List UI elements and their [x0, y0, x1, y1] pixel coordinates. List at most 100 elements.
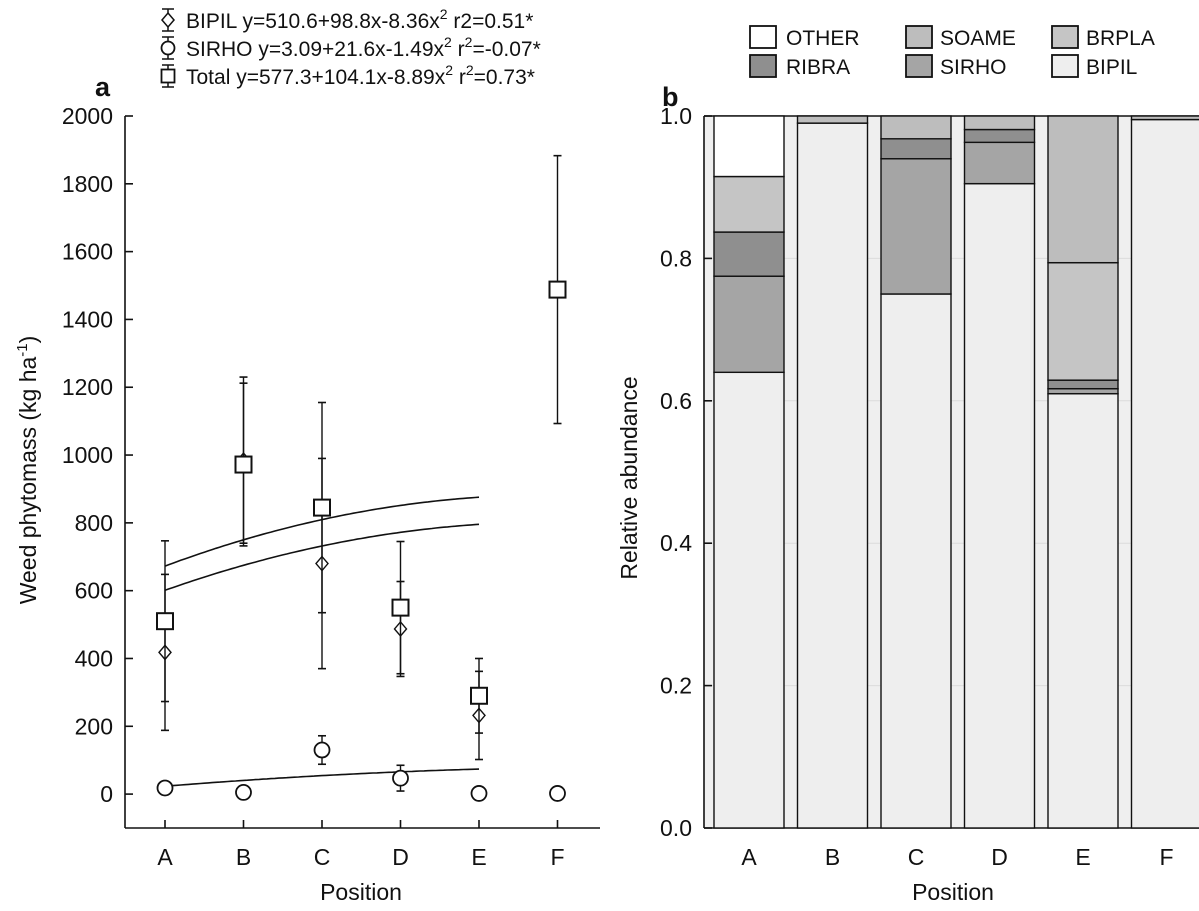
bar-segment-soame: [963, 115, 1036, 131]
bar-segment-bipil: [880, 293, 952, 829]
legend-r-total: r: [459, 66, 466, 89]
legend-eq-sup-total: 2: [445, 62, 453, 78]
legend-entry-brpla: BRPLA: [1051, 25, 1155, 50]
panel-b-x-tick-label: E: [1075, 844, 1090, 870]
panel-a-y-tick-label: 600: [75, 578, 113, 604]
bar-segment-sirho: [963, 141, 1036, 185]
bar-segment-soame: [880, 115, 952, 140]
legend-r2-bipil: r2=0.51*: [453, 10, 533, 33]
panel-b-x-tick-label: A: [741, 844, 757, 870]
legend-r-tail-total: =0.73*: [474, 66, 535, 89]
data-point-total: [391, 598, 410, 617]
panel-a-y-tick-label: 2000: [62, 103, 113, 129]
legend-entry-ribra: RIBRA: [749, 54, 850, 79]
data-point-total: [234, 455, 253, 474]
legend-label-bipil: BIPIL: [186, 10, 237, 33]
panel-b-y-tick-label: 0.6: [660, 388, 692, 414]
panel-a-weed-phytomass-chart: a BIPIL y=510.6+98.8x-8.36x2 r2=0.51*: [14, 6, 600, 905]
panel-b-letter: b: [662, 82, 679, 112]
data-point-sirho: [392, 769, 409, 787]
legend-label-soame: SOAME: [940, 27, 1016, 50]
legend-swatch-sirho: [905, 54, 933, 78]
panel-b-y-tick-label: 0.8: [660, 245, 692, 271]
bar-segment-soame: [796, 115, 869, 124]
bar-segment-ribra: [963, 128, 1036, 144]
panel-a-plot-area: [156, 154, 567, 802]
legend-entry-bipil: BIPIL y=510.6+98.8x-8.36x2 r2=0.51*: [161, 6, 533, 33]
panel-a-y-tick-label: 800: [75, 510, 113, 536]
bar-segment-sirho: [880, 158, 952, 295]
bar-segment-bipil: [796, 122, 869, 829]
bar-segment-sirho: [1047, 387, 1119, 395]
panel-a-x-tick-label: C: [314, 844, 331, 870]
legend-swatch-brpla: [1051, 25, 1079, 49]
legend-eq-total: y=577.3+104.1x-8.89x: [236, 66, 445, 89]
panel-a-x-axis-title: Position: [320, 879, 402, 905]
bar-segment-ribra: [1047, 379, 1119, 390]
panel-a-legend: BIPIL y=510.6+98.8x-8.36x2 r2=0.51* SIRH…: [160, 6, 541, 89]
data-point-total: [313, 498, 331, 517]
panel-b-legend: OTHER SOAME BRPLA RIBRA SIRHO BIPIL: [749, 25, 1155, 79]
legend-eq-bipil: y=510.6+98.8x-8.36x: [242, 10, 440, 33]
panel-a-y-tick-label: 0: [100, 781, 113, 807]
panel-a-x-tick-label: F: [550, 844, 564, 870]
bar-segment-brpla: [1047, 261, 1119, 381]
svg-text:BIPIL y=510.6+98.8x-8.36x2 r2=: BIPIL y=510.6+98.8x-8.36x2 r2=0.51*: [186, 6, 533, 33]
panel-b-y-axis-title: Relative abundance: [616, 376, 642, 579]
legend-label-sirho-b: SIRHO: [940, 56, 1007, 79]
bar-segment-bipil: [1047, 392, 1119, 829]
panel-a-y-tick-label: 1800: [62, 171, 113, 197]
data-point-sirho: [313, 741, 331, 759]
data-point-total: [548, 280, 567, 299]
panel-b-x-tick-label: F: [1159, 844, 1173, 870]
panel-b-y-tick-label: 1.0: [660, 103, 692, 129]
fit-curve-sirho: [164, 768, 480, 787]
bar-segment-bipil: [963, 182, 1036, 829]
data-point-sirho: [470, 785, 488, 802]
bar-segment-soame: [1047, 115, 1119, 264]
bar-segment-bipil: [1130, 118, 1199, 829]
legend-entry-other: OTHER: [749, 25, 860, 50]
legend-label-sirho: SIRHO: [186, 38, 253, 61]
data-point-sirho: [156, 779, 174, 797]
panel-a-y-tick-label: 1200: [62, 374, 113, 400]
bar-segment-other: [713, 115, 785, 178]
panel-a-x-tick-label: D: [392, 844, 409, 870]
legend-label-other: OTHER: [786, 27, 860, 50]
panel-a-y-tick-label: 400: [75, 645, 113, 671]
legend-marker-sirho-icon: [160, 36, 176, 60]
panel-a-axes: 0 200 400 600 800 1000 1200 1400 1600 1800 2000 A B C…: [62, 103, 600, 870]
data-point-sirho: [235, 784, 252, 801]
bar-segment-ribra: [880, 138, 952, 160]
panel-b-relative-abundance-chart: b OTHER SOAME BRPLA RIBRA SIRHO: [616, 25, 1199, 905]
legend-entry-total: Total y=577.3+104.1x-8.89x2 r2=0.73*: [160, 62, 535, 89]
panel-b-y-tick-label: 0.4: [660, 530, 692, 556]
svg-text:Total y=577.3+104.1x-8.89x2 r: Total y=577.3+104.1x-8.89x2 r2=0.73*: [186, 62, 535, 89]
bar-segment-brpla: [713, 175, 785, 233]
panel-b-x-tick-label: B: [825, 844, 840, 870]
legend-eq-sup-sirho: 2: [444, 34, 452, 50]
data-point-sirho: [549, 785, 566, 802]
panel-b-x-tick-label: D: [991, 844, 1008, 870]
legend-entry-soame: SOAME: [905, 25, 1016, 50]
panel-a-x-tick-label: B: [236, 844, 251, 870]
panel-b-x-tick-label: C: [908, 844, 925, 870]
data-point-total: [470, 686, 488, 705]
legend-label-ribra: RIBRA: [786, 56, 850, 79]
legend-swatch-other: [749, 25, 777, 49]
legend-entry-bipil-b: BIPIL: [1051, 54, 1137, 79]
legend-swatch-soame: [905, 25, 933, 49]
legend-entry-sirho: SIRHO y=3.09+21.6x-1.49x2 r2=-0.07*: [160, 34, 541, 61]
legend-r-sup-sirho: 2: [465, 34, 473, 50]
legend-marker-total-icon: [160, 64, 176, 88]
panel-b-x-axis-title: Position: [912, 879, 994, 905]
panel-b-y-tick-label: 0.0: [660, 815, 692, 841]
panel-a-y-axis-title: Weed phytomass (kg ha-1): [14, 336, 41, 605]
panel-a-y-tick-label: 1600: [62, 239, 113, 265]
panel-a-y-tick-label: 1400: [62, 306, 113, 332]
legend-eq-sirho: y=3.09+21.6x-1.49x: [258, 38, 444, 61]
bar-segment-sirho: [713, 275, 785, 374]
bar-segment-soame: [1130, 115, 1199, 121]
panel-b-plot-area: [713, 115, 1199, 829]
